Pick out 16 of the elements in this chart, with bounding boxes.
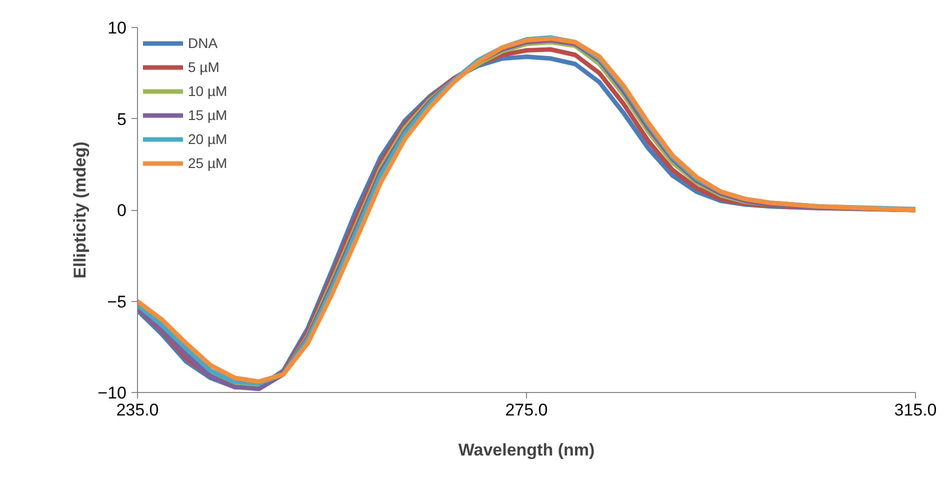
x-tick-label: 315.0 <box>894 400 937 420</box>
legend-label: 15 µM <box>188 107 228 123</box>
y-tick-label: 0 <box>117 201 127 220</box>
y-tick-label: −5 <box>107 292 127 312</box>
x-tick-label: 275.0 <box>505 400 548 420</box>
x-axis-title: Wavelength (nm) <box>458 440 595 460</box>
y-tick-label: 5 <box>117 110 127 129</box>
legend-label: 10 µM <box>188 83 228 99</box>
legend-label: DNA <box>188 35 218 51</box>
legend-label: 25 µM <box>188 155 228 171</box>
y-tick-label: −10 <box>98 384 127 402</box>
y-tick-label: 10 <box>108 18 127 38</box>
legend-label: 20 µM <box>188 131 228 147</box>
legend-label: 5 µM <box>188 59 220 75</box>
y-axis-title: Ellipticity (mdeg) <box>70 142 90 278</box>
x-tick-label: 235.0 <box>116 400 159 420</box>
